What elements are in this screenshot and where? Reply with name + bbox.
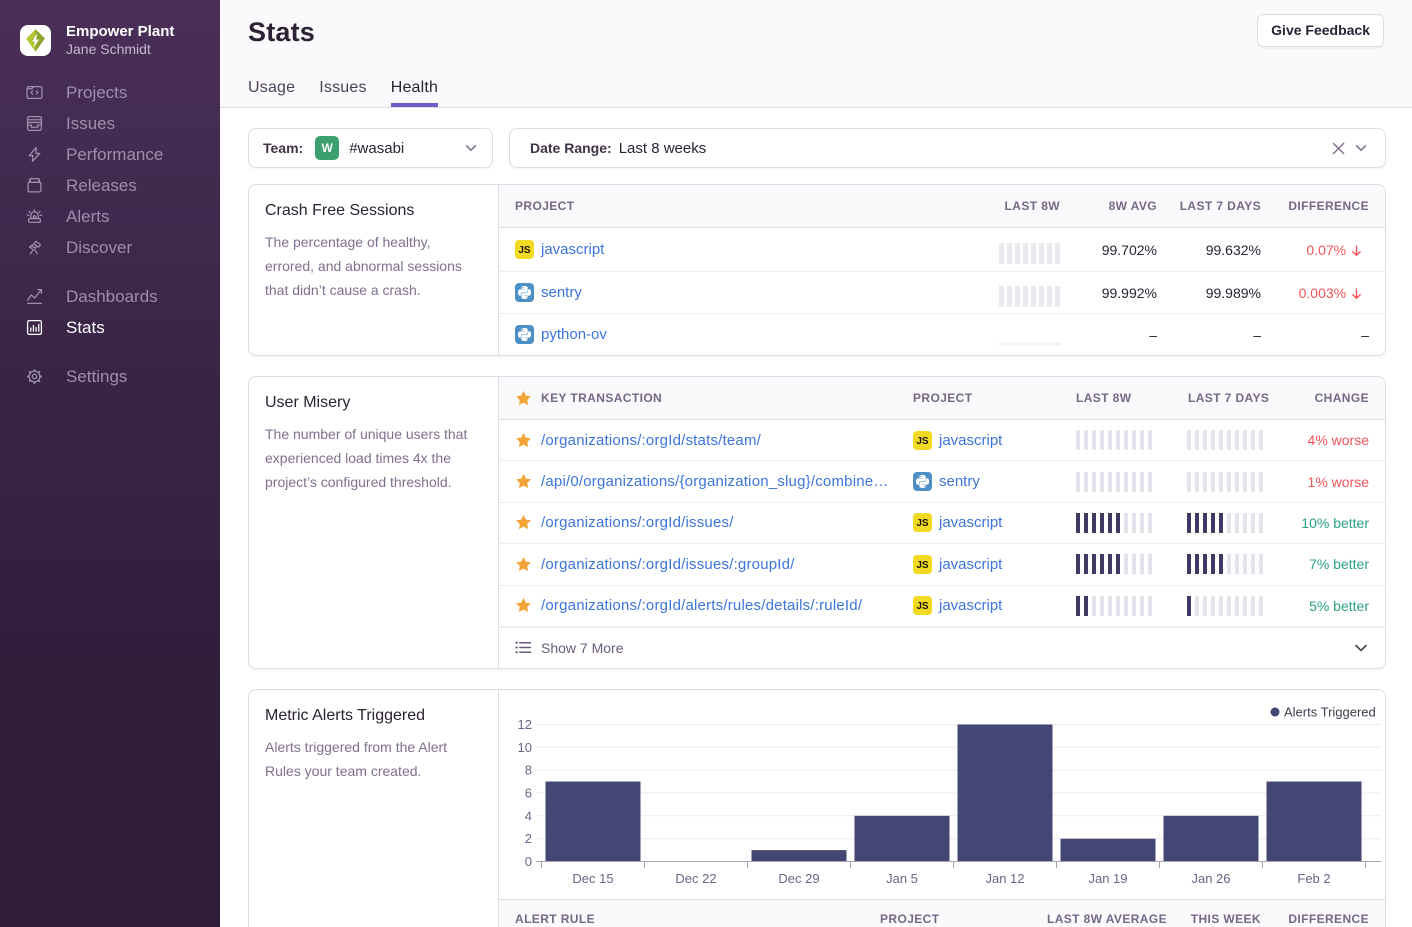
svg-text:2: 2 [525, 831, 532, 846]
svg-text:Jan 5: Jan 5 [886, 871, 918, 886]
svg-text:Feb 2: Feb 2 [1297, 871, 1330, 886]
svg-text:Jan 12: Jan 12 [985, 871, 1024, 886]
svg-text:Dec 15: Dec 15 [572, 871, 613, 886]
svg-text:6: 6 [525, 785, 532, 800]
svg-text:12: 12 [518, 717, 532, 732]
svg-text:Dec 22: Dec 22 [675, 871, 716, 886]
svg-text:Dec 29: Dec 29 [778, 871, 819, 886]
svg-text:4: 4 [525, 808, 532, 823]
svg-text:0: 0 [525, 854, 532, 869]
svg-text:Alerts Triggered: Alerts Triggered [1284, 704, 1376, 719]
svg-text:Jan 19: Jan 19 [1088, 871, 1127, 886]
svg-text:8: 8 [525, 763, 532, 778]
svg-text:Jan 26: Jan 26 [1191, 871, 1230, 886]
svg-text:10: 10 [518, 740, 532, 755]
